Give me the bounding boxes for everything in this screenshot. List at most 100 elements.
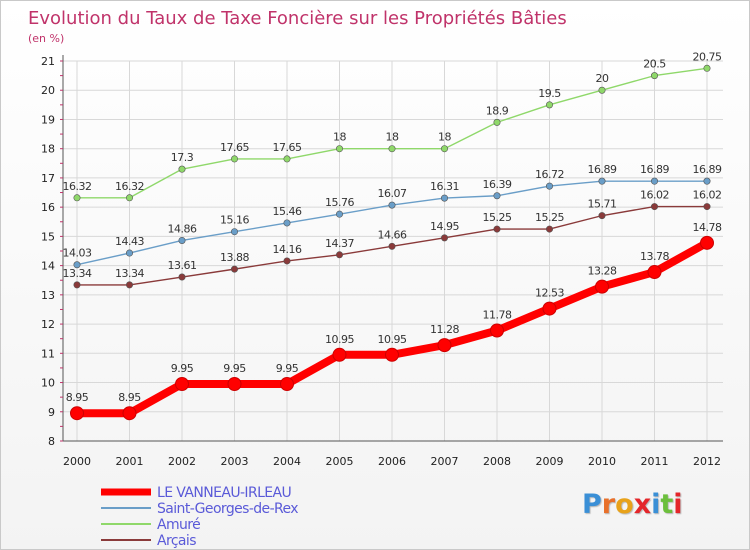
data-point xyxy=(440,234,448,242)
chart-title: Evolution du Taux de Taxe Foncière sur l… xyxy=(28,8,567,29)
data-point xyxy=(280,377,294,391)
data-point xyxy=(335,251,343,259)
data-point xyxy=(703,64,711,72)
x-tick-label: 2000 xyxy=(63,455,91,468)
data-label: 17.3 xyxy=(171,151,194,164)
data-point xyxy=(440,194,448,202)
data-point xyxy=(493,225,501,233)
data-point xyxy=(178,236,186,244)
data-label: 15.25 xyxy=(535,211,564,224)
data-label: 14.78 xyxy=(693,221,722,234)
x-tick-label: 2011 xyxy=(641,455,669,468)
x-tick-label: 2002 xyxy=(168,455,196,468)
data-point xyxy=(542,301,557,316)
data-point xyxy=(385,347,399,362)
data-label: 10.95 xyxy=(378,333,407,346)
data-point xyxy=(126,249,134,257)
data-label: 9.95 xyxy=(276,362,299,375)
data-label: 16.02 xyxy=(640,189,669,202)
data-point xyxy=(126,194,134,202)
data-label: 16.89 xyxy=(693,163,722,176)
x-tick-label: 2001 xyxy=(116,455,144,468)
data-label: 13.61 xyxy=(168,259,197,272)
data-point xyxy=(231,265,239,273)
data-point xyxy=(598,177,606,185)
data-label: 18 xyxy=(333,131,346,144)
chart-subtitle: (en %) xyxy=(28,32,64,45)
legend-label: Arçais xyxy=(157,533,196,549)
data-point xyxy=(70,406,84,421)
series-lines xyxy=(70,64,714,421)
data-label: 16.32 xyxy=(115,180,144,193)
data-point xyxy=(440,145,448,153)
data-point xyxy=(700,235,714,250)
axes: 8 9 10 11 12 13 14 15 16 17 18 19 20 21 2000 2001 2002 20… xyxy=(41,55,723,468)
x-tick-label: 2004 xyxy=(273,455,301,468)
data-point xyxy=(650,203,658,211)
logo-letter: x xyxy=(633,489,652,520)
data-point xyxy=(122,406,137,421)
data-label: 15.16 xyxy=(220,214,249,227)
grid xyxy=(63,60,723,442)
data-label: 14.95 xyxy=(430,220,459,233)
legend-label: LE VANNEAU-IRLEAU xyxy=(157,485,292,501)
legend-label: Amuré xyxy=(157,517,200,533)
x-tick-label: 2007 xyxy=(431,455,459,468)
data-point xyxy=(283,219,291,227)
y-tick-label: 15 xyxy=(41,230,55,243)
data-label: 19.5 xyxy=(538,87,561,100)
data-label: 14.37 xyxy=(325,237,354,250)
data-label: 15.46 xyxy=(273,205,302,218)
x-tick-label: 2012 xyxy=(693,455,721,468)
data-point xyxy=(283,155,291,163)
data-point xyxy=(178,165,186,173)
data-point xyxy=(335,210,343,218)
y-tick-label: 17 xyxy=(41,172,55,185)
logo-letter: i xyxy=(673,489,683,520)
data-point xyxy=(126,281,134,289)
data-label: 16.89 xyxy=(588,163,617,176)
legend: LE VANNEAU-IRLEAUSaint-Georges-de-RexAmu… xyxy=(101,485,299,549)
data-point xyxy=(227,377,242,391)
logo-letter: r xyxy=(601,489,616,520)
data-point xyxy=(388,145,396,153)
data-point xyxy=(493,118,501,126)
y-tick-label: 10 xyxy=(41,377,55,390)
data-label: 14.43 xyxy=(115,235,144,248)
data-label: 16.72 xyxy=(535,168,564,181)
data-label: 17.65 xyxy=(220,141,249,154)
data-labels: 16.32 16.32 17.3 17.65 17.65 18 18 18 18.9 19.5 20… xyxy=(63,50,723,404)
y-tick-label: 18 xyxy=(41,143,55,156)
data-label: 16.31 xyxy=(430,180,459,193)
data-label: 9.95 xyxy=(223,362,246,375)
data-point xyxy=(231,228,239,236)
y-tick-label: 16 xyxy=(41,201,55,214)
y-tick-label: 13 xyxy=(41,289,55,302)
data-point xyxy=(545,182,553,190)
data-label: 13.88 xyxy=(220,251,249,264)
data-point xyxy=(595,279,609,294)
data-label: 15.71 xyxy=(588,198,617,211)
x-tick-label: 2008 xyxy=(483,455,511,468)
data-label: 11.28 xyxy=(430,323,459,336)
data-label: 10.95 xyxy=(325,333,354,346)
data-point xyxy=(650,177,658,185)
data-label: 16.32 xyxy=(63,180,92,193)
data-label: 14.66 xyxy=(378,228,407,241)
proxiti-logo: Proxiti xyxy=(582,489,683,520)
data-label: 11.78 xyxy=(483,309,512,322)
legend-label: Saint-Georges-de-Rex xyxy=(157,501,298,517)
data-point xyxy=(647,265,662,280)
data-point xyxy=(175,377,189,391)
y-tick-label: 8 xyxy=(48,435,55,448)
y-tick-label: 20 xyxy=(41,84,55,97)
data-point xyxy=(703,203,711,211)
data-point xyxy=(650,72,658,80)
data-label: 8.95 xyxy=(118,391,141,404)
y-tick-label: 11 xyxy=(41,347,55,360)
data-label: 14.16 xyxy=(273,243,302,256)
data-label: 13.28 xyxy=(588,265,617,278)
data-point xyxy=(545,101,553,109)
y-tick-label: 9 xyxy=(48,406,55,419)
